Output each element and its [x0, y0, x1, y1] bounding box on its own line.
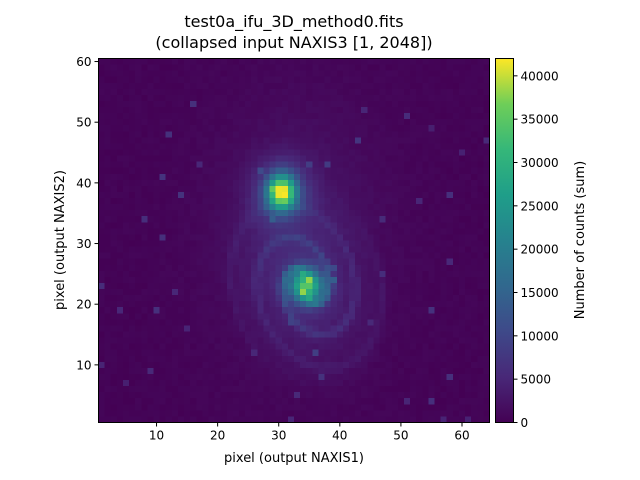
- chart-title-line2: (collapsed input NAXIS3 [1, 2048]): [155, 33, 432, 52]
- colorbar: 0 5000 10000 15000 20000 25000 30000 35000 40000…: [495, 58, 588, 430]
- y-axis-ticks: 10 20 30 40 50 60: [76, 55, 99, 372]
- colorbar-tick-label: 35000: [521, 113, 559, 127]
- x-tick-label: 10: [149, 429, 164, 443]
- heatmap-image: [98, 58, 490, 423]
- colorbar-tick-label: 15000: [521, 286, 559, 300]
- x-tick-label: 40: [332, 429, 347, 443]
- x-tick-label: 30: [271, 429, 286, 443]
- chart-title-line1: test0a_ifu_3D_method0.fits: [184, 12, 403, 32]
- colorbar-ticks: 0 5000 10000 15000 20000 25000 30000 35000 40000: [513, 69, 559, 430]
- y-tick-label: 50: [76, 116, 91, 130]
- heatmap-plot: 10 20 30 40 50 60 10 20 30 40 50 60: [76, 55, 490, 443]
- x-tick-label: 20: [210, 429, 225, 443]
- y-tick-label: 10: [76, 358, 91, 372]
- y-axis-label: pixel (output NAXIS2): [53, 170, 68, 310]
- x-axis-ticks: 10 20 30 40 50 60: [149, 422, 470, 443]
- y-tick-label: 40: [76, 176, 91, 190]
- colorbar-tick-label: 40000: [521, 69, 559, 83]
- colorbar-tick-label: 30000: [521, 156, 559, 170]
- colorbar-tick-label: 5000: [521, 373, 552, 387]
- colorbar-label: Number of counts (sum): [573, 161, 588, 319]
- x-tick-label: 60: [454, 429, 469, 443]
- x-tick-label: 50: [393, 429, 408, 443]
- plot-frame: [98, 58, 490, 423]
- colorbar-tick-label: 20000: [521, 243, 559, 257]
- y-tick-label: 30: [76, 237, 91, 251]
- y-tick-label: 60: [76, 55, 91, 69]
- x-axis-label: pixel (output NAXIS1): [224, 451, 364, 466]
- colorbar-tick-label: 10000: [521, 329, 559, 343]
- colorbar-tick-label: 25000: [521, 199, 559, 213]
- y-tick-label: 20: [76, 298, 91, 312]
- colorbar-tick-label: 0: [521, 416, 529, 430]
- colorbar-gradient: [495, 58, 514, 423]
